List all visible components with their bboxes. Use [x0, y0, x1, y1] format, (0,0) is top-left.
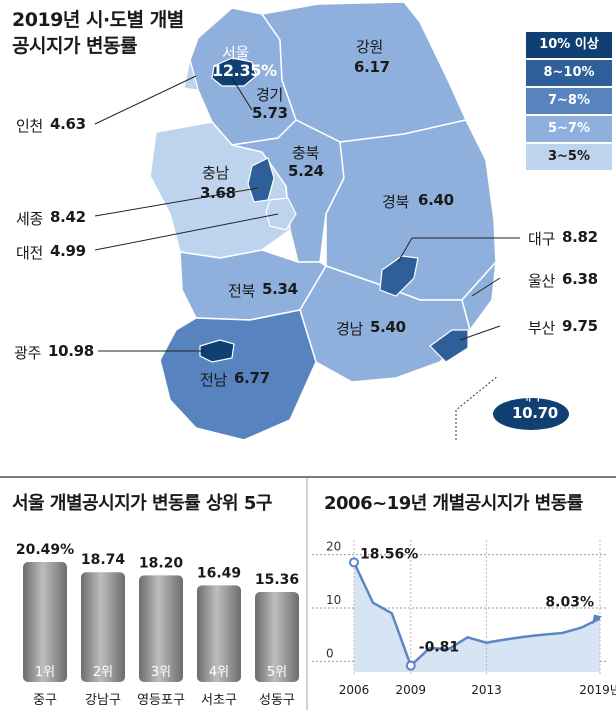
label-gyeongnam-value: 5.40: [370, 318, 406, 336]
bar-4: [255, 592, 299, 682]
region-ulsan: [461, 259, 497, 332]
region-sejong: [247, 157, 275, 203]
bar-chart-title: 서울 개별공시지가 변동률 상위 5구: [12, 493, 272, 514]
region-daejeon: [265, 197, 297, 231]
series-line: [352, 561, 601, 668]
label-ulsan-value: 6.38: [562, 270, 598, 288]
label-chungbuk-value: 5.24: [288, 162, 324, 180]
label-sejong-value: 8.42: [50, 208, 86, 226]
label-gyeongbuk-value: 6.40: [418, 191, 454, 209]
bar-category-label: 성동구: [259, 693, 295, 708]
bar-value-label: 18.20: [139, 555, 184, 571]
label-chungnam-value: 3.68: [200, 184, 236, 202]
x-tick-label: 2009: [395, 683, 426, 697]
label-daegu-value: 8.82: [562, 228, 598, 246]
legend-item-2: 7~8%: [526, 88, 612, 114]
data-point-label: 8.03%: [545, 595, 594, 611]
y-tick-label: 20: [326, 540, 341, 554]
x-tick-label: 2006: [339, 683, 370, 697]
label-gangwon-value: 6.17: [354, 58, 390, 76]
section-divider: [0, 476, 616, 478]
label-seoul-name: 서울: [222, 44, 250, 62]
area-fill: [354, 562, 600, 672]
bar-3: [197, 585, 241, 682]
y-tick-label: 10: [326, 593, 341, 607]
legend-item-4: 3~5%: [526, 144, 612, 170]
label-seoul-value: 12.35%: [212, 61, 277, 80]
label-daegu-name: 대구: [528, 230, 556, 248]
y-tick-label: 0: [326, 646, 334, 660]
bar-value-label: 18.74: [81, 552, 126, 568]
bar-category-label: 중구: [33, 693, 57, 708]
legend-item-0: 10% 이상: [526, 32, 612, 58]
region-chungbuk: [231, 119, 345, 263]
bar-rank-label: 2위: [93, 665, 113, 680]
label-gyeonggi-name: 경기: [256, 86, 284, 104]
bar-category-label: 영등포구: [137, 693, 185, 708]
data-point-label: -0.81: [419, 640, 459, 656]
label-gyeongbuk-name: 경북: [382, 193, 410, 211]
region-busan: [429, 329, 469, 363]
line-chart: 0 10 20 2006 2009 2013 2019년 18.56% -0.81 8.03%: [312, 540, 616, 697]
line-chart-title: 2006~19년 개별공시지가 변동률: [324, 493, 583, 514]
data-point-marker: [405, 660, 416, 671]
label-jeju-name: 제주: [518, 386, 546, 404]
label-incheon-name: 인천: [16, 117, 44, 135]
label-jeonnam-value: 6.77: [234, 369, 270, 387]
label-jeju-value: 10.70: [512, 404, 558, 422]
bar-value-label: 20.49%: [16, 542, 74, 558]
map-title-line2: 공시지가 변동률: [12, 35, 137, 57]
label-jeonbuk-value: 5.34: [262, 280, 298, 298]
bar-value-label: 16.49: [197, 565, 241, 581]
label-busan-name: 부산: [528, 319, 556, 337]
korea-map: [94, 1, 569, 441]
legend-item-1: 8~10%: [526, 60, 612, 86]
bar-1: [81, 572, 125, 682]
bar-rank-label: 5위: [267, 665, 287, 680]
data-point-marker: [349, 557, 359, 568]
label-ulsan-name: 울산: [528, 272, 556, 290]
region-seoul: [211, 57, 257, 87]
label-gyeongnam-name: 경남: [336, 320, 364, 338]
label-busan-value: 9.75: [562, 317, 598, 335]
legend-item-3: 5~7%: [526, 116, 612, 142]
label-sejong-name: 세종: [16, 210, 44, 228]
bar-rank-label: 4위: [209, 665, 229, 680]
label-gwangju-name: 광주: [14, 344, 42, 362]
label-jeonnam-name: 전남: [200, 371, 228, 389]
region-jeju: [493, 398, 569, 430]
label-jeonbuk-name: 전북: [228, 282, 256, 300]
bar-rank-label: 1위: [35, 665, 55, 680]
label-incheon-value: 4.63: [50, 115, 86, 133]
vertical-divider: [306, 478, 308, 710]
region-incheon: [183, 59, 199, 91]
label-gyeonggi-value: 5.73: [252, 104, 288, 122]
map-title-line1: 2019년 시·도별 개별: [12, 9, 184, 31]
bar-category-label: 서초구: [201, 693, 237, 708]
end-arrow: [592, 614, 602, 625]
region-jeonnam: [159, 309, 317, 441]
bar-rank-label: 3위: [151, 665, 171, 680]
label-daejeon-value: 4.99: [50, 242, 86, 260]
bar-2: [139, 575, 183, 682]
region-chungnam: [149, 121, 291, 259]
label-gangwon-name: 강원: [356, 38, 384, 56]
bar-0: [23, 562, 67, 682]
data-point-label: 18.56%: [360, 546, 418, 562]
label-gwangju-value: 10.98: [48, 342, 94, 360]
bar-value-label: 15.36: [255, 572, 299, 588]
bar-category-label: 강남구: [85, 693, 121, 708]
x-tick-label: 2019년: [579, 683, 616, 697]
label-chungnam-name: 충남: [202, 164, 230, 182]
region-gwangju: [199, 339, 235, 363]
label-chungbuk-name: 충북: [292, 144, 320, 162]
x-tick-label: 2013: [471, 683, 502, 697]
label-daejeon-name: 대전: [16, 244, 44, 262]
